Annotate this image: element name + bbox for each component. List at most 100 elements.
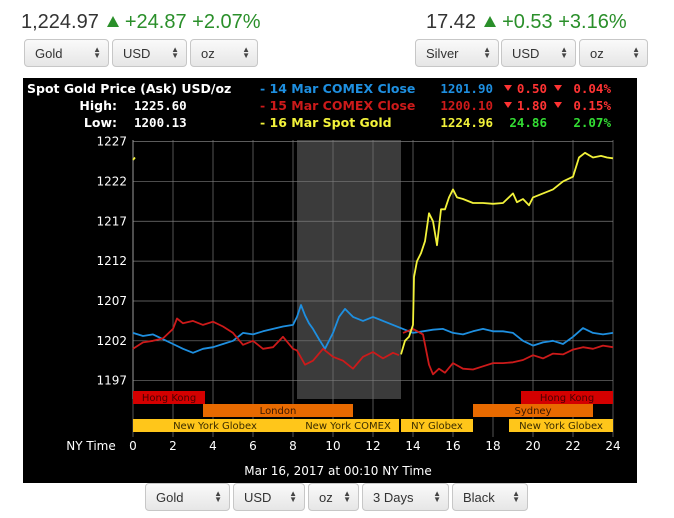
- select-value: Gold: [156, 490, 183, 505]
- select-value: Silver: [426, 46, 459, 61]
- x-tick-label: 8: [289, 439, 297, 453]
- high-value: 1225.60: [134, 98, 187, 113]
- low-value: 1200.13: [134, 115, 187, 130]
- silver-change-percent: +3.16%: [558, 11, 626, 33]
- select-arrows-icon: ▲ ▼: [171, 47, 179, 59]
- session-band-label: New York Globex: [519, 421, 603, 432]
- down-arrow-icon: [504, 85, 512, 91]
- session-band-label: Sydney: [514, 406, 551, 417]
- high-label: High:: [79, 98, 117, 113]
- down-arrow-icon: [554, 102, 562, 108]
- theme-select[interactable]: Black ▲ ▼: [452, 483, 528, 511]
- gold-quote: 1,224.97 +24.87 +2.07%: [21, 11, 261, 34]
- x-tick-label: 24: [605, 439, 620, 453]
- session-band-label: Hong Kong: [142, 393, 196, 404]
- y-tick-label: 1222: [96, 174, 127, 188]
- legend-series-name: - 14 Mar COMEX Close: [260, 81, 415, 96]
- legend-change: 0.50: [517, 81, 547, 96]
- x-tick-label: 6: [249, 439, 257, 453]
- top-unit-select[interactable]: oz ▲ ▼: [190, 39, 258, 67]
- silver-price: 17.42: [426, 11, 476, 33]
- select-value: USD: [244, 490, 271, 505]
- chart-footer-timestamp: Mar 16, 2017 at 00:10 NY Time: [244, 464, 431, 478]
- up-arrow-icon: [484, 16, 496, 27]
- select-value: USD: [123, 46, 150, 61]
- chart-svg: Spot Gold Price (Ask) USD/oz High: 1225.…: [23, 78, 637, 483]
- silver-quote: 17.42 +0.53 +3.16%: [426, 11, 627, 34]
- top-currency-select[interactable]: USD ▲ ▼: [112, 39, 187, 67]
- silver-unit-select[interactable]: oz ▲ ▼: [579, 39, 648, 67]
- legend-series-name: - 16 Mar Spot Gold: [260, 115, 392, 130]
- select-arrows-icon: ▲ ▼: [93, 47, 101, 59]
- legend-change-percent: 2.07%: [573, 115, 611, 130]
- select-arrows-icon: ▲ ▼: [483, 47, 491, 59]
- chart-title: Spot Gold Price (Ask) USD/oz: [27, 81, 231, 96]
- session-band-label: NY Globex: [411, 421, 463, 432]
- legend-last-value: 1200.10: [440, 98, 493, 113]
- legend-last-value: 1224.96: [440, 115, 493, 130]
- select-arrows-icon: ▲ ▼: [512, 491, 520, 503]
- chart-legend: - 14 Mar COMEX Close 1201.90 0.50 0.04% - 15…: [260, 81, 611, 130]
- silver-metal-select[interactable]: Silver ▲ ▼: [415, 39, 499, 67]
- x-tick-label: 2: [169, 439, 177, 453]
- legend-change-percent: 0.04%: [573, 81, 611, 96]
- series-line: [403, 329, 613, 374]
- select-arrows-icon: ▲ ▼: [214, 491, 222, 503]
- select-arrows-icon: ▲ ▼: [343, 491, 351, 503]
- x-tick-label: 22: [565, 439, 580, 453]
- select-value: oz: [201, 46, 215, 61]
- up-arrow-icon: [107, 16, 119, 27]
- y-tick-label: 1207: [96, 294, 127, 308]
- bottom-unit-select[interactable]: oz ▲ ▼: [308, 483, 359, 511]
- y-tick-label: 1227: [96, 135, 127, 149]
- x-tick-label: 16: [445, 439, 460, 453]
- down-arrow-icon: [504, 102, 512, 108]
- select-arrows-icon: ▲ ▼: [632, 47, 640, 59]
- select-arrows-icon: ▲ ▼: [242, 47, 250, 59]
- select-value: Gold: [35, 46, 62, 61]
- low-label: Low:: [84, 115, 117, 130]
- x-axis-label: NY Time: [66, 439, 116, 453]
- legend-change-percent: 0.15%: [573, 98, 611, 113]
- select-value: Black: [463, 490, 495, 505]
- bottom-currency-select[interactable]: USD ▲ ▼: [233, 483, 305, 511]
- plot-area: 1197120212071212121712221227Hong Kong Hon…: [96, 135, 620, 453]
- y-tick-label: 1212: [96, 254, 127, 268]
- session-band-label: New York Globex: [173, 421, 257, 432]
- select-value: 3 Days: [373, 490, 413, 505]
- legend-change: 24.86: [509, 115, 547, 130]
- x-tick-label: 4: [209, 439, 217, 453]
- select-arrows-icon: ▲ ▼: [433, 491, 441, 503]
- session-band-label: London: [260, 406, 297, 417]
- session-band-label: New York COMEX: [305, 421, 391, 432]
- y-tick-label: 1202: [96, 334, 127, 348]
- timespan-select[interactable]: 3 Days ▲ ▼: [362, 483, 449, 511]
- x-tick-label: 18: [485, 439, 500, 453]
- legend-last-value: 1201.90: [440, 81, 493, 96]
- y-tick-label: 1197: [96, 374, 127, 388]
- gold-price-chart: Spot Gold Price (Ask) USD/oz High: 1225.…: [23, 78, 637, 483]
- x-tick-label: 14: [405, 439, 420, 453]
- gold-change-percent: +2.07%: [192, 11, 260, 33]
- x-tick-label: 10: [325, 439, 340, 453]
- silver-currency-select[interactable]: USD ▲ ▼: [501, 39, 576, 67]
- x-tick-label: 20: [525, 439, 540, 453]
- select-value: USD: [512, 46, 539, 61]
- select-value: oz: [319, 490, 333, 505]
- x-tick-label: 0: [129, 439, 137, 453]
- select-value: oz: [590, 46, 604, 61]
- series-line: [401, 153, 613, 355]
- select-arrows-icon: ▲ ▼: [560, 47, 568, 59]
- x-tick-label: 12: [365, 439, 380, 453]
- legend-series-name: - 15 Mar COMEX Close: [260, 98, 415, 113]
- y-tick-label: 1217: [96, 214, 127, 228]
- legend-change: 1.80: [517, 98, 547, 113]
- gold-change: +24.87: [125, 11, 187, 33]
- select-arrows-icon: ▲ ▼: [289, 491, 297, 503]
- gold-price: 1,224.97: [21, 11, 99, 33]
- down-arrow-icon: [554, 85, 562, 91]
- session-band-label: Hong Kong: [540, 393, 594, 404]
- top-metal-select[interactable]: Gold ▲ ▼: [24, 39, 109, 67]
- silver-change: +0.53: [502, 11, 553, 33]
- bottom-metal-select[interactable]: Gold ▲ ▼: [145, 483, 230, 511]
